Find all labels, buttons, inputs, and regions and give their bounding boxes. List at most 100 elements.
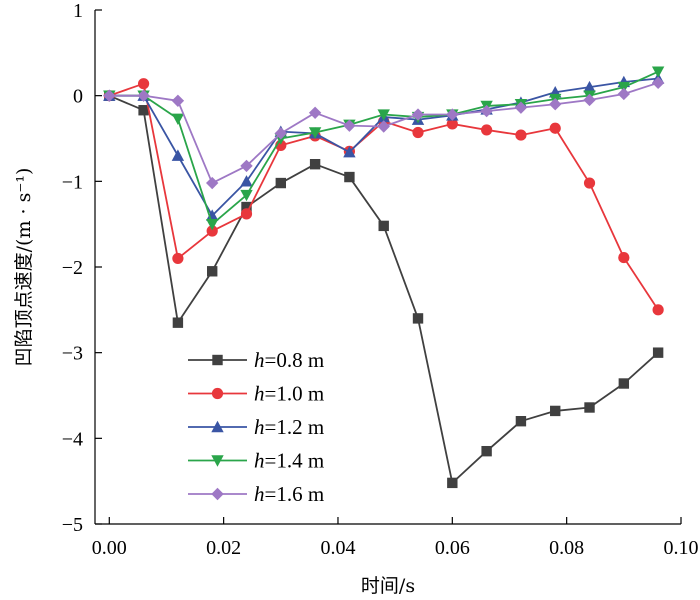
data-point <box>240 208 253 220</box>
legend-variable: h <box>254 482 265 506</box>
x-tick-label: 0.00 <box>92 537 127 559</box>
data-point <box>651 66 665 78</box>
series-line <box>109 77 659 217</box>
data-point <box>343 146 356 158</box>
data-point <box>377 109 390 121</box>
data-point <box>652 304 664 316</box>
legend-label: h=1.4 m <box>254 449 324 473</box>
data-point <box>206 225 218 237</box>
y-tick-label: 0 <box>73 86 83 108</box>
data-point <box>103 89 116 102</box>
data-point <box>481 445 492 457</box>
y-tick-label: −1 <box>62 171 83 193</box>
legend-value: =1.0 m <box>265 382 325 406</box>
data-point <box>515 129 527 141</box>
data-point <box>343 119 356 132</box>
data-point <box>274 127 288 140</box>
legend-value: =1.4 m <box>265 449 325 473</box>
y-tick-label: 1 <box>73 0 83 22</box>
data-point <box>447 477 458 489</box>
data-point <box>137 89 150 102</box>
data-point <box>172 317 184 328</box>
legend-value: =0.8 m <box>265 348 325 372</box>
data-point <box>172 252 184 265</box>
y-axis-title: 凹陷顶点速度/(m · s⁻¹) <box>13 168 35 367</box>
data-point <box>446 118 458 130</box>
legend-entry: h=0.8 m <box>188 348 324 372</box>
data-point <box>309 159 321 170</box>
legend-variable: h <box>254 415 265 439</box>
data-point <box>138 105 149 116</box>
data-point <box>412 313 424 324</box>
data-point <box>207 266 218 277</box>
data-point <box>240 189 253 202</box>
data-point <box>412 126 424 139</box>
data-point <box>583 80 596 93</box>
data-point <box>137 78 150 90</box>
data-point <box>206 209 219 221</box>
data-point <box>206 176 219 190</box>
data-point <box>583 177 596 189</box>
legend-entry: h=1.4 m <box>188 449 324 473</box>
series-line <box>108 94 659 484</box>
legend: h=0.8 mh=1.0 mh=1.2 mh=1.4 mh=1.6 m <box>188 348 324 506</box>
legend-variable: h <box>254 382 265 406</box>
data-point <box>617 87 631 101</box>
series-4 <box>103 76 665 190</box>
x-axis-title: 时间/s <box>361 575 415 597</box>
legend-label: h=1.2 m <box>254 415 324 439</box>
series-layer <box>103 66 665 489</box>
data-point <box>515 416 527 427</box>
data-point <box>308 106 322 119</box>
data-point <box>241 201 252 213</box>
y-tick-label: −3 <box>62 343 83 365</box>
data-point <box>617 81 631 94</box>
data-point <box>550 405 561 417</box>
data-point <box>240 159 253 173</box>
x-tick-label: 0.02 <box>206 537 241 559</box>
x-tick-label: 0.04 <box>320 537 355 559</box>
data-point <box>583 93 596 107</box>
legend-entry: h=1.0 m <box>188 382 324 406</box>
legend-value: =1.6 m <box>265 482 325 506</box>
data-point <box>308 127 322 139</box>
series-3 <box>103 66 665 231</box>
axes: 1 0 −1 −2 −3 −4 −5 0.00 0.02 0.04 0.06 0.08 0.10 <box>62 0 699 559</box>
data-point <box>481 124 493 136</box>
data-point <box>549 122 561 134</box>
data-point <box>480 104 493 118</box>
legend-entry: h=1.6 m <box>188 482 324 506</box>
x-tick-label: 0.08 <box>549 537 584 559</box>
x-tick-label: 0.06 <box>435 537 470 559</box>
data-point <box>344 171 355 183</box>
data-point <box>240 175 253 187</box>
data-point <box>275 177 287 189</box>
data-point <box>549 98 562 111</box>
legend-label: h=1.0 m <box>254 382 324 406</box>
legend-marker <box>211 487 224 501</box>
data-point <box>618 378 630 389</box>
legend-value: =1.2 m <box>265 415 325 439</box>
data-point <box>618 251 630 264</box>
legend-label: h=0.8 m <box>254 348 324 372</box>
y-tick-label: −4 <box>62 428 83 450</box>
legend-marker <box>211 387 224 400</box>
legend-entry: h=1.2 m <box>188 415 324 439</box>
legend-marker <box>211 455 224 467</box>
data-point <box>377 120 390 133</box>
legend-variable: h <box>254 348 265 372</box>
legend-marker <box>211 420 224 433</box>
data-point <box>171 94 185 108</box>
data-point <box>514 101 528 114</box>
y-tick-label: −5 <box>62 514 83 536</box>
data-point <box>171 113 185 125</box>
series-1 <box>103 78 664 316</box>
legend-marker <box>212 354 223 366</box>
legend-variable: h <box>254 449 265 473</box>
data-point <box>651 76 665 90</box>
data-point <box>652 347 664 358</box>
data-point <box>584 402 595 413</box>
data-point <box>411 108 425 121</box>
data-point <box>206 218 219 231</box>
